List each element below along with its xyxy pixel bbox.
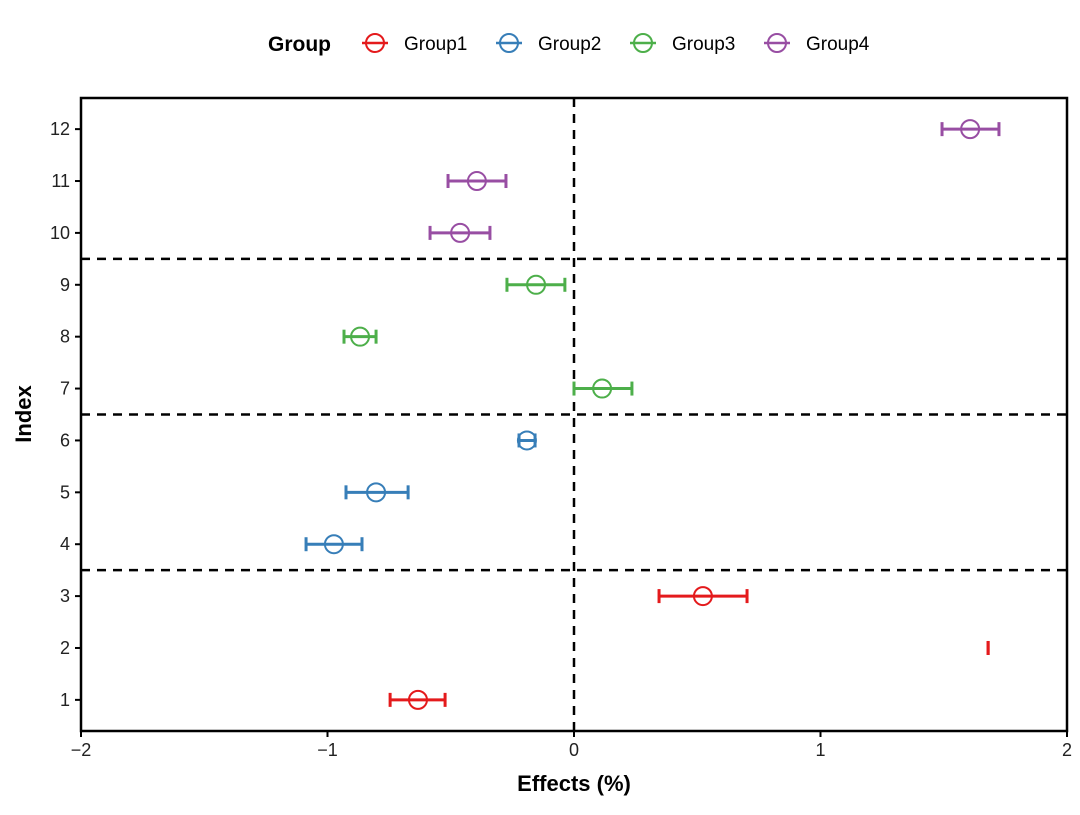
point-estimate-marker <box>692 586 713 607</box>
legend-key-circle-icon <box>633 33 653 53</box>
legend-label: Group4 <box>806 34 870 55</box>
data-point-1 <box>388 689 447 710</box>
data-point-6 <box>516 430 537 451</box>
point-estimate-marker <box>366 482 387 503</box>
point-estimate-marker <box>526 274 547 295</box>
point-estimate-marker <box>960 119 981 140</box>
x-tick-label: 0 <box>569 740 579 760</box>
point-estimate-marker <box>450 222 471 243</box>
legend-item-group3: Group3 <box>630 33 735 55</box>
y-tick-label: 6 <box>60 430 70 450</box>
legend-key-circle-icon <box>499 33 519 53</box>
y-tick-label: 5 <box>60 482 70 502</box>
data-point-7 <box>572 378 634 399</box>
y-tick-label: 2 <box>60 638 70 658</box>
point-estimate-marker <box>516 430 537 451</box>
point-estimate-marker <box>323 534 344 555</box>
y-tick-label: 12 <box>50 119 70 139</box>
data-point-4 <box>304 534 364 555</box>
data-point-9 <box>505 274 567 295</box>
legend-label: Group3 <box>672 34 735 55</box>
y-tick-label: 8 <box>60 327 70 347</box>
y-tick-label: 4 <box>60 534 70 554</box>
legend-label: Group1 <box>404 34 467 55</box>
x-tick-label: −2 <box>71 740 92 760</box>
data-point-12 <box>940 119 1001 140</box>
data-point-11 <box>446 171 508 192</box>
legend: Group Group1 Group2 Group3 Group4 <box>268 33 870 56</box>
data-point-8 <box>342 326 378 347</box>
legend-key-circle-icon <box>767 33 787 53</box>
y-tick-label: 7 <box>60 379 70 399</box>
y-tick-label: 9 <box>60 275 70 295</box>
legend-item-group1: Group1 <box>362 33 467 55</box>
data-point-5 <box>344 482 410 503</box>
x-tick-label: 2 <box>1062 740 1072 760</box>
legend-item-group4: Group4 <box>764 33 870 55</box>
point-estimate-marker <box>466 171 487 192</box>
y-axis-label: Index <box>11 385 36 443</box>
data-point-3 <box>657 586 749 607</box>
legend-item-group2: Group2 <box>496 33 601 55</box>
x-axis-label: Effects (%) <box>517 771 631 796</box>
legend-key-circle-icon <box>365 33 385 53</box>
y-tick-label: 3 <box>60 586 70 606</box>
legend-label: Group2 <box>538 34 601 55</box>
point-estimate-marker <box>407 689 428 710</box>
x-tick-label: −1 <box>317 740 338 760</box>
y-tick-label: 10 <box>50 223 70 243</box>
legend-title: Group <box>268 33 331 56</box>
point-estimate-marker <box>350 326 371 347</box>
x-tick-label: 1 <box>815 740 825 760</box>
y-tick-label: 11 <box>51 171 70 191</box>
point-estimate-marker <box>592 378 613 399</box>
data-point-10 <box>428 222 492 243</box>
y-tick-label: 1 <box>60 690 70 710</box>
